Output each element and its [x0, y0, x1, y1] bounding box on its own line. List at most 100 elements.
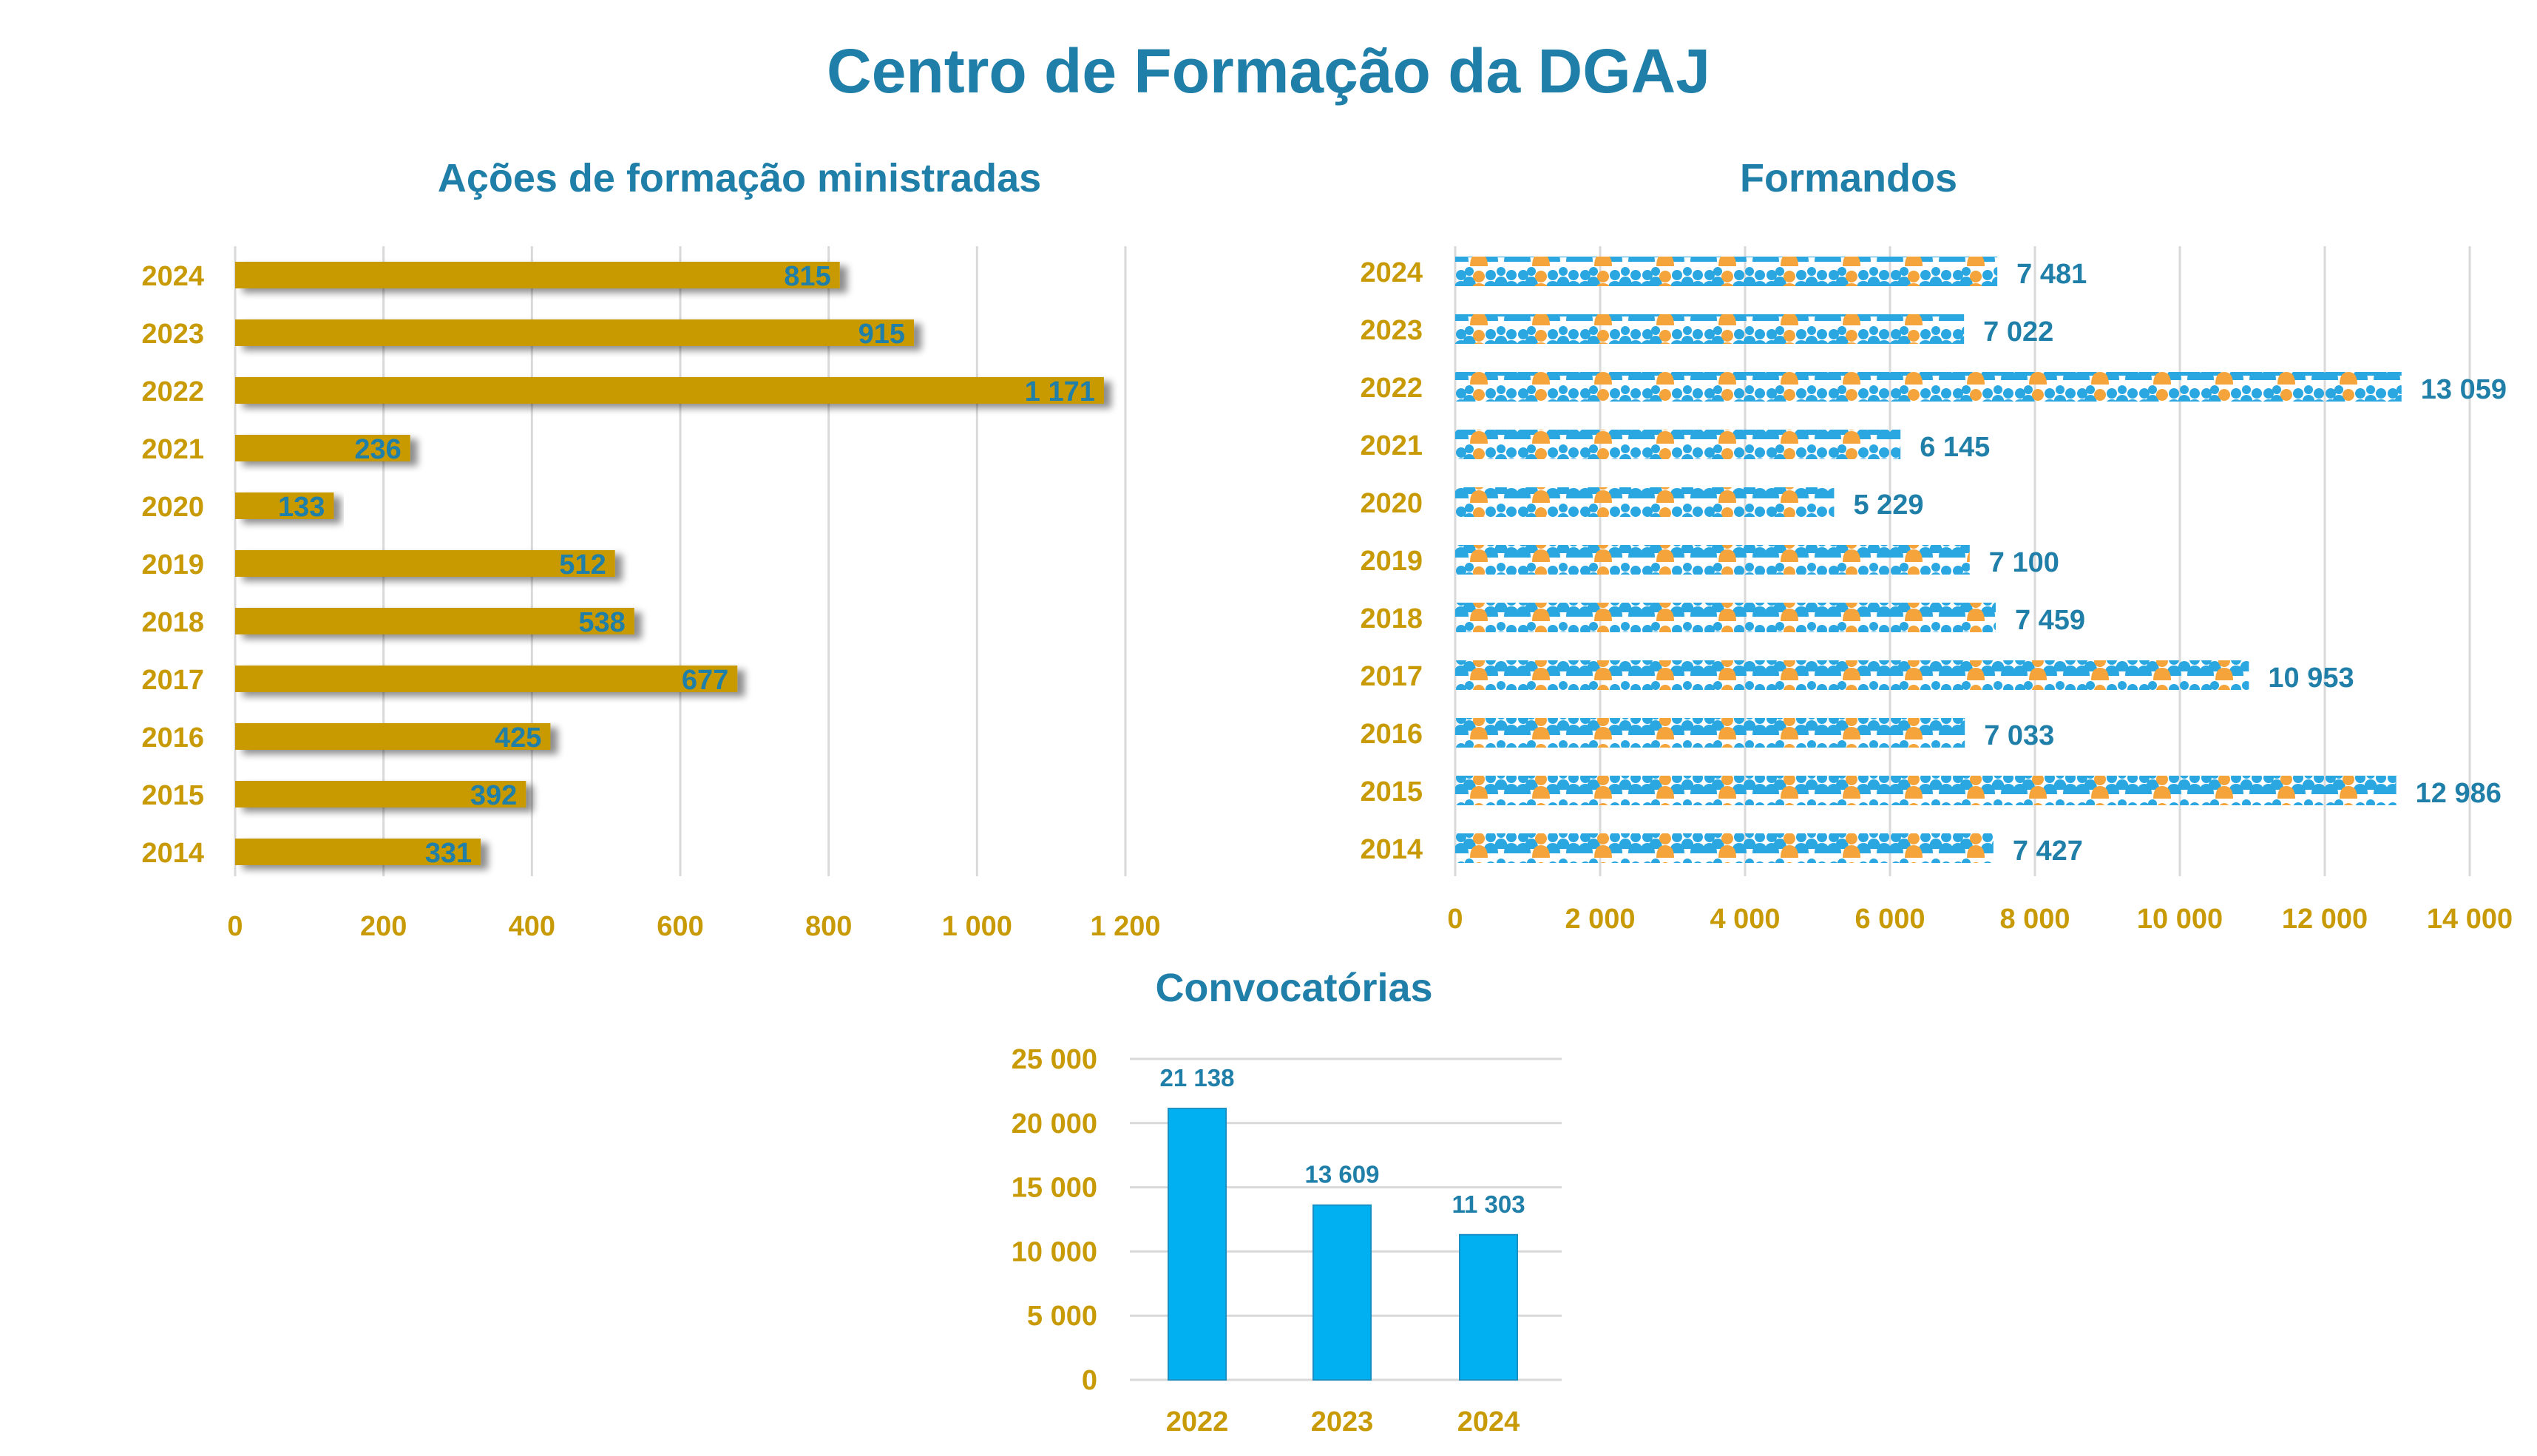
acoes-bar: [235, 781, 526, 807]
formandos-bar: [1455, 545, 1970, 575]
formandos-value-label: 7 022: [1983, 316, 2053, 348]
formandos-bar: [1455, 314, 1965, 344]
formandos-y-tick-label: 2018: [1360, 603, 1423, 634]
acoes-bar: [235, 550, 615, 577]
acoes-value-label: 915: [858, 319, 905, 350]
acoes-value-label: 133: [278, 492, 325, 523]
formandos-value-label: 7 100: [1989, 547, 2059, 578]
formandos-bar: [1455, 487, 1835, 517]
conv-y-tick-label: 25 000: [1012, 1044, 1097, 1075]
convocatorias-chart-title: Convocatórias: [1155, 966, 1433, 1010]
formandos-chart-title: Formandos: [1739, 156, 1958, 200]
formandos-y-tick-label: 2017: [1360, 661, 1423, 692]
acoes-y-tick-label: 2018: [141, 607, 204, 638]
formandos-value-label: 6 145: [1920, 432, 1990, 463]
acoes-bar: [235, 839, 481, 865]
acoes-value-label: 331: [425, 838, 472, 869]
conv-x-tick-label: 2023: [1311, 1406, 1374, 1438]
conv-x-tick-label: 2024: [1457, 1406, 1520, 1438]
formandos-bar: [1455, 603, 1996, 632]
formandos-x-tick-label: 10 000: [2137, 904, 2223, 935]
acoes-bar: [235, 319, 915, 346]
acoes-value-label: 425: [495, 722, 541, 754]
acoes-bar: [235, 435, 410, 461]
acoes-x-tick-label: 600: [657, 911, 703, 942]
formandos-chart: 0 2 000 4 000 6 000 8 000 10 000 12 000 14 000 2…: [1360, 246, 2513, 935]
conv-bar: [1168, 1108, 1227, 1381]
acoes-value-label: 677: [682, 665, 728, 696]
formandos-x-tick-label: 4 000: [1710, 904, 1780, 935]
acoes-value-label: 236: [354, 434, 401, 465]
acoes-y-tick-label: 2023: [141, 319, 204, 350]
formandos-x-tick-label: 6 000: [1855, 904, 1925, 935]
formandos-bar: [1455, 660, 2249, 690]
formandos-value-label: 10 953: [2268, 663, 2354, 694]
conv-bar: [1459, 1233, 1518, 1381]
acoes-chart: 0 200 400 600 800 1 000 1 200 2024 815 2023 915 202…: [141, 246, 1161, 942]
acoes-value-label: 392: [470, 780, 517, 811]
conv-bar: [1312, 1204, 1372, 1381]
acoes-bar: [235, 666, 738, 692]
formandos-x-tick-label: 14 000: [2427, 904, 2513, 935]
formandos-x-tick-label: 2 000: [1565, 904, 1635, 935]
formandos-bar: [1455, 833, 1994, 863]
formandos-y-tick-label: 2019: [1360, 546, 1423, 577]
conv-y-tick-label: 20 000: [1012, 1108, 1097, 1140]
formandos-value-label: 7 033: [1984, 720, 2054, 751]
conv-y-tick-label: 10 000: [1012, 1236, 1097, 1267]
conv-value-label: 21 138: [1160, 1064, 1235, 1091]
acoes-chart-title: Ações de formação ministradas: [437, 156, 1042, 200]
formandos-y-tick-label: 2015: [1360, 776, 1423, 807]
conv-value-label: 11 303: [1452, 1191, 1525, 1218]
acoes-y-tick-label: 2019: [141, 549, 204, 580]
acoes-x-tick-label: 1 000: [942, 911, 1012, 942]
acoes-value-label: 815: [784, 261, 830, 292]
conv-value-label: 13 609: [1305, 1161, 1380, 1188]
formandos-y-tick-label: 2023: [1360, 315, 1423, 346]
conv-y-tick-label: 0: [1082, 1365, 1097, 1396]
conv-y-tick-label: 15 000: [1012, 1173, 1097, 1204]
acoes-x-tick-label: 1 200: [1090, 911, 1160, 942]
formandos-value-label: 7 459: [2015, 605, 2085, 636]
acoes-bar: [235, 723, 551, 750]
formandos-bar: [1455, 718, 1965, 748]
formandos-value-label: 7 427: [2013, 836, 2083, 867]
formandos-x-tick-label: 8 000: [1999, 904, 2070, 935]
formandos-bar: [1455, 430, 1901, 459]
acoes-x-tick-label: 0: [227, 911, 243, 942]
acoes-y-tick-label: 2014: [141, 838, 204, 869]
acoes-bar: [235, 377, 1104, 404]
formandos-value-label: 5 229: [1853, 490, 1923, 521]
conv-y-tick-label: 5 000: [1027, 1301, 1097, 1332]
acoes-value-label: 1 171: [1025, 376, 1095, 407]
acoes-bar: [235, 492, 334, 519]
formandos-value-label: 12 986: [2416, 778, 2502, 809]
formandos-y-tick-label: 2016: [1360, 719, 1423, 750]
formandos-y-tick-label: 2014: [1360, 834, 1423, 865]
acoes-y-tick-label: 2016: [141, 722, 204, 754]
acoes-x-tick-label: 200: [360, 911, 407, 942]
acoes-value-label: 538: [578, 607, 625, 638]
formandos-bar: [1455, 776, 2397, 805]
formandos-bar: [1455, 257, 1998, 286]
formandos-y-tick-label: 2020: [1360, 488, 1423, 519]
acoes-y-tick-label: 2022: [141, 376, 204, 407]
formandos-x-tick-label: 0: [1447, 904, 1463, 935]
acoes-y-tick-label: 2015: [141, 780, 204, 811]
formandos-y-tick-label: 2024: [1360, 257, 1423, 288]
formandos-value-label: 7 481: [2016, 259, 2087, 290]
acoes-bar: [235, 608, 634, 634]
formandos-value-label: 13 059: [2421, 374, 2507, 405]
acoes-x-tick-label: 800: [805, 911, 852, 942]
acoes-value-label: 512: [559, 549, 606, 580]
formandos-y-tick-label: 2022: [1360, 373, 1423, 404]
acoes-bar: [235, 262, 840, 288]
acoes-x-tick-label: 400: [509, 911, 555, 942]
acoes-y-tick-label: 2021: [141, 434, 204, 465]
acoes-y-tick-label: 2024: [141, 261, 204, 292]
conv-x-tick-label: 2022: [1166, 1406, 1229, 1438]
formandos-bar: [1455, 372, 2402, 402]
acoes-y-tick-label: 2017: [141, 665, 204, 696]
acoes-y-tick-label: 2020: [141, 492, 204, 523]
